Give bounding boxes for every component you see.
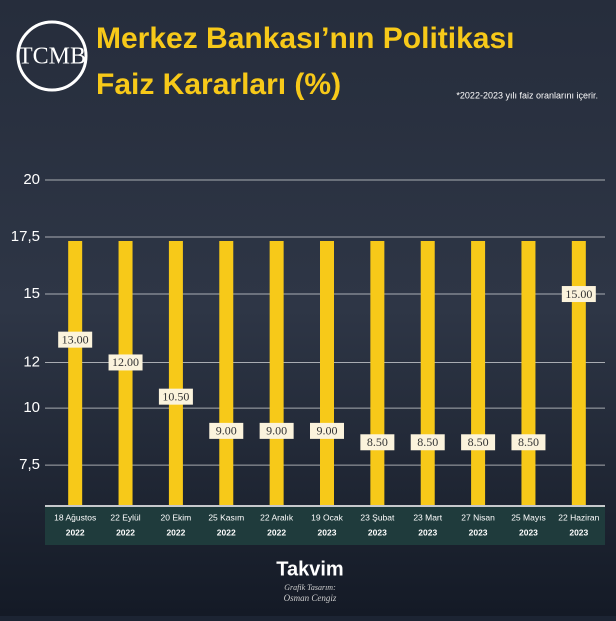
value-label: 9.00 <box>216 424 237 438</box>
designer: Osman Cengiz <box>284 593 337 603</box>
bar-column <box>471 241 486 505</box>
y-tick-label: 15 <box>23 285 40 302</box>
logo: TCMB <box>18 44 86 70</box>
value-label: 15.00 <box>565 287 592 301</box>
value-label-box <box>461 434 496 451</box>
value-label: 9.00 <box>266 424 287 438</box>
bar-column <box>370 241 385 505</box>
x-tick-year: 2022 <box>217 527 236 537</box>
x-tick-label: 25 Mayıs <box>511 512 546 522</box>
value-label: 9.00 <box>317 424 338 438</box>
bar-column <box>68 241 83 505</box>
value-label-box <box>511 434 546 451</box>
x-tick-label: 23 Mart <box>413 512 442 522</box>
x-tick-label: 20 Ekim <box>161 512 192 522</box>
note: *2022-2023 yılı faiz oranlarını içerir. <box>456 90 598 100</box>
x-tick-label: 22 Haziran <box>558 512 599 522</box>
bar-column <box>168 241 183 505</box>
value-label: 8.50 <box>367 435 388 449</box>
value-label-box <box>158 388 193 405</box>
y-tick-label: 10 <box>23 399 40 416</box>
category-strip <box>45 507 605 545</box>
credit: Grafik Tasarım: <box>284 583 336 592</box>
bar-column <box>571 241 586 505</box>
x-tick-label: 18 Ağustos <box>54 512 96 522</box>
y-tick-label: 12 <box>23 353 40 370</box>
x-tick-year: 2023 <box>519 527 538 537</box>
value-label-box <box>360 434 395 451</box>
value-label: 13.00 <box>62 332 89 346</box>
value-label-box <box>561 286 596 303</box>
x-tick-year: 2022 <box>166 527 185 537</box>
bar-column <box>269 241 284 505</box>
x-tick-year: 2022 <box>116 527 135 537</box>
value-label-box <box>108 354 143 371</box>
value-label-box <box>58 331 93 348</box>
value-label: 8.50 <box>417 435 438 449</box>
logo-ring <box>16 20 88 92</box>
bar-column <box>118 241 133 505</box>
value-label: 12.00 <box>112 355 139 369</box>
bar-column <box>521 241 536 505</box>
bar-column <box>219 241 234 505</box>
value-label-box <box>410 434 445 451</box>
value-label: 10.50 <box>162 389 189 403</box>
x-tick-label: 22 Aralık <box>260 512 294 522</box>
y-tick-label: 17,5 <box>11 228 40 245</box>
x-tick-label: 23 Şubat <box>360 512 395 522</box>
x-tick-year: 2022 <box>267 527 286 537</box>
bar-column <box>420 241 435 505</box>
y-tick-label: 7,5 <box>19 456 40 473</box>
value-label: 8.50 <box>468 435 489 449</box>
x-tick-label: 19 Ocak <box>311 512 343 522</box>
value-label-box <box>209 422 244 439</box>
brand: Takvim <box>276 558 343 580</box>
x-tick-year: 2023 <box>569 527 588 537</box>
value-label-box <box>259 422 294 439</box>
x-tick-label: 25 Kasım <box>208 512 244 522</box>
value-label-box <box>310 422 344 439</box>
chart-title: Faiz Kararları (%) <box>96 68 341 101</box>
x-tick-label: 22 Eylül <box>110 512 140 522</box>
x-tick-year: 2023 <box>418 527 437 537</box>
chart-title: Merkez Bankası’nın Politikası <box>96 22 515 55</box>
bar-column <box>320 241 334 505</box>
x-tick-label: 27 Nisan <box>461 512 495 522</box>
x-tick-year: 2022 <box>66 527 85 537</box>
x-tick-year: 2023 <box>318 527 337 537</box>
value-label: 8.50 <box>518 435 539 449</box>
y-tick-label: 20 <box>23 171 40 188</box>
x-tick-year: 2023 <box>368 527 387 537</box>
x-tick-year: 2023 <box>469 527 488 537</box>
